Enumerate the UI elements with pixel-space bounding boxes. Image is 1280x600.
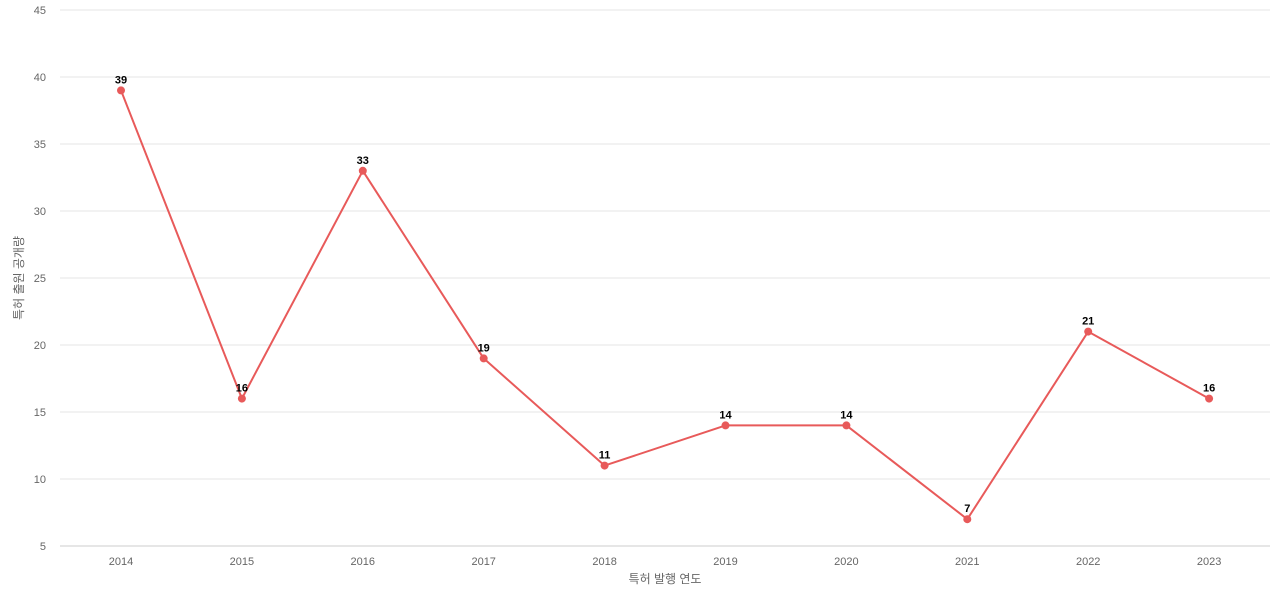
y-tick-label: 5 [40, 541, 46, 553]
y-tick-label: 10 [34, 474, 46, 486]
x-tick-label: 2022 [1076, 556, 1100, 568]
data-point[interactable] [1205, 394, 1214, 403]
y-tick-label: 20 [34, 340, 46, 352]
data-point[interactable] [842, 421, 851, 430]
data-label: 19 [478, 342, 490, 354]
data-label: 11 [599, 450, 611, 462]
y-tick-label: 35 [34, 139, 46, 151]
x-tick-label: 2023 [1197, 556, 1221, 568]
y-axis-title: 특허 출원 공개량 [12, 236, 26, 320]
y-axis-ticks: 5 10 15 20 25 30 35 40 45 [34, 5, 46, 553]
data-point[interactable] [963, 515, 972, 524]
x-tick-label: 2015 [230, 556, 254, 568]
series-line [120, 90, 1210, 521]
data-label: 33 [357, 155, 369, 167]
x-tick-label: 2014 [109, 556, 133, 568]
data-point[interactable] [600, 461, 609, 470]
x-tick-label: 2021 [955, 556, 979, 568]
data-label: 16 [236, 383, 248, 395]
y-tick-label: 30 [34, 206, 46, 218]
data-point[interactable] [721, 421, 730, 430]
x-tick-label: 2019 [713, 556, 737, 568]
data-label: 14 [840, 409, 853, 421]
y-tick-label: 45 [34, 5, 46, 17]
data-point[interactable] [1084, 327, 1093, 336]
data-point[interactable] [358, 166, 367, 175]
x-tick-label: 2016 [351, 556, 375, 568]
x-axis-title: 특허 발행 연도 [629, 571, 702, 586]
x-tick-label: 2017 [471, 556, 495, 568]
data-point[interactable] [479, 354, 488, 363]
data-label: 16 [1203, 383, 1215, 395]
data-label: 39 [115, 74, 127, 86]
data-point[interactable] [237, 394, 246, 403]
data-label: 14 [719, 409, 732, 421]
x-tick-label: 2018 [592, 556, 616, 568]
x-axis-ticks: 2014 2015 2016 2017 2018 2019 2020 2021 2022 2023 [109, 556, 1222, 568]
series-layer [117, 86, 1214, 524]
data-label: 21 [1082, 316, 1094, 328]
y-tick-label: 40 [34, 72, 46, 84]
grid [60, 9, 1270, 547]
data-labels: 39 16 33 19 11 14 14 7 21 16 [115, 74, 1215, 515]
y-tick-label: 15 [34, 407, 46, 419]
data-label: 7 [964, 503, 970, 515]
x-tick-label: 2020 [834, 556, 858, 568]
y-tick-label: 25 [34, 273, 46, 285]
data-point[interactable] [117, 86, 125, 95]
